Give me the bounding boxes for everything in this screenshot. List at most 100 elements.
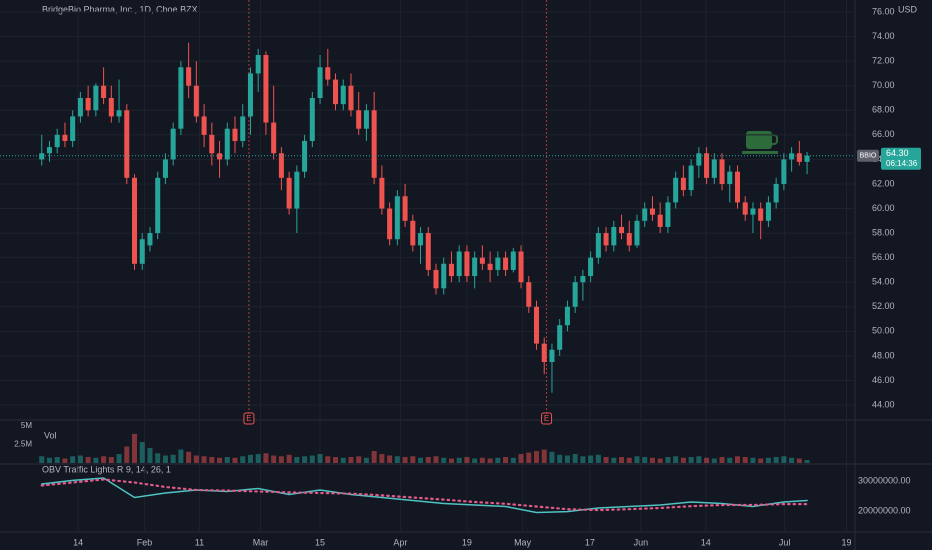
candle-body xyxy=(162,159,168,178)
volume-bar xyxy=(549,451,555,463)
x-tick-label: Mar xyxy=(253,537,269,547)
symbol-box xyxy=(857,149,879,162)
candle-body xyxy=(402,196,408,221)
volume-bar xyxy=(595,454,601,463)
candle-body xyxy=(603,233,609,246)
candle-body xyxy=(193,85,199,117)
candle-body xyxy=(758,208,764,221)
chart-title: BridgeBio Pharma, Inc., 1D, Cboe BZX xyxy=(42,4,198,14)
volume-bar xyxy=(580,456,586,463)
x-tick-label: 15 xyxy=(315,537,325,547)
volume-bar xyxy=(325,456,331,463)
volume-bar xyxy=(317,454,323,463)
volume-bar xyxy=(116,454,122,463)
candle-body xyxy=(665,202,671,227)
volume-bar xyxy=(278,456,284,463)
x-tick-label: May xyxy=(514,537,532,547)
candle-body xyxy=(688,165,694,191)
candle-body xyxy=(271,122,277,154)
volume-bar xyxy=(286,454,292,463)
candle-body xyxy=(340,85,346,105)
candle-body xyxy=(286,177,292,209)
candle-body xyxy=(572,282,578,307)
volume-bar xyxy=(758,458,764,463)
indicator-line xyxy=(40,478,809,512)
candle-body xyxy=(510,251,516,270)
candle-body xyxy=(418,233,424,246)
volume-bar xyxy=(433,456,439,463)
volume-bar xyxy=(773,457,779,463)
volume-bar xyxy=(263,453,269,463)
candle-body xyxy=(93,85,99,111)
candle-body xyxy=(46,147,52,154)
candle-body xyxy=(518,251,524,283)
volume-bar xyxy=(634,456,640,463)
volume-bar xyxy=(332,457,339,463)
volume-bar xyxy=(147,448,153,463)
candle-body xyxy=(131,177,138,264)
volume-bar xyxy=(541,449,547,463)
candle-body xyxy=(472,257,478,277)
candle-body xyxy=(448,263,454,277)
candle-body xyxy=(108,98,114,117)
volume-bar xyxy=(611,457,617,463)
volume-bar xyxy=(657,458,663,463)
candle-body xyxy=(657,214,663,227)
volume-bar xyxy=(649,457,655,463)
x-tick-label: 19 xyxy=(462,537,472,547)
candle-body xyxy=(170,128,176,160)
candle-body xyxy=(526,282,532,307)
volume-bar xyxy=(688,457,694,463)
candle-body xyxy=(85,98,91,111)
volume-bar xyxy=(796,458,802,463)
candle-body xyxy=(155,177,161,234)
volume-bar xyxy=(526,452,532,463)
candle-body xyxy=(456,251,462,277)
candle-body xyxy=(201,116,207,135)
volume-bar xyxy=(495,457,501,463)
volume-bar xyxy=(348,457,354,463)
event-label: E xyxy=(544,414,549,423)
last-price-label: 64.30 xyxy=(886,148,909,158)
volume-bar xyxy=(139,442,145,463)
candle-body xyxy=(363,110,369,129)
candle-body xyxy=(302,140,308,172)
volume-bar xyxy=(441,457,447,463)
volume-bar xyxy=(356,456,362,463)
y-tick-label: 50.00 xyxy=(872,326,895,336)
volume-bar xyxy=(479,457,485,463)
volume-bar xyxy=(781,456,787,463)
volume-bar xyxy=(302,456,308,463)
candle-body xyxy=(240,116,246,141)
candle-body xyxy=(101,85,107,98)
symbol-label: BBIO xyxy=(860,153,877,160)
candle-body xyxy=(255,55,261,74)
volume-bar xyxy=(487,458,493,463)
volume-bar xyxy=(379,454,385,463)
candle-body xyxy=(325,67,331,80)
y-tick-label: 70.00 xyxy=(872,80,895,90)
price-box xyxy=(881,147,921,170)
volume-bar xyxy=(162,455,168,463)
volume-bar xyxy=(804,460,810,463)
volume-bar xyxy=(696,456,702,463)
volume-bar xyxy=(155,453,161,463)
volume-bar xyxy=(665,457,671,463)
candle-body xyxy=(495,257,501,270)
volume-bar xyxy=(418,457,424,463)
candle-body xyxy=(649,208,655,215)
candle-body xyxy=(704,153,710,178)
volume-bar xyxy=(603,457,609,463)
volume-bar xyxy=(425,457,431,463)
volume-bar xyxy=(39,456,45,463)
volume-bar xyxy=(363,457,369,463)
candle-body xyxy=(232,128,238,141)
candle-body xyxy=(804,155,810,162)
indicator-line xyxy=(40,477,808,514)
candle-body xyxy=(765,202,771,221)
candle-body xyxy=(379,177,385,209)
candle-body xyxy=(209,134,215,154)
candle-body xyxy=(595,233,601,258)
y-tick-label: 66.00 xyxy=(872,129,895,139)
x-tick-label: Jun xyxy=(634,537,649,547)
